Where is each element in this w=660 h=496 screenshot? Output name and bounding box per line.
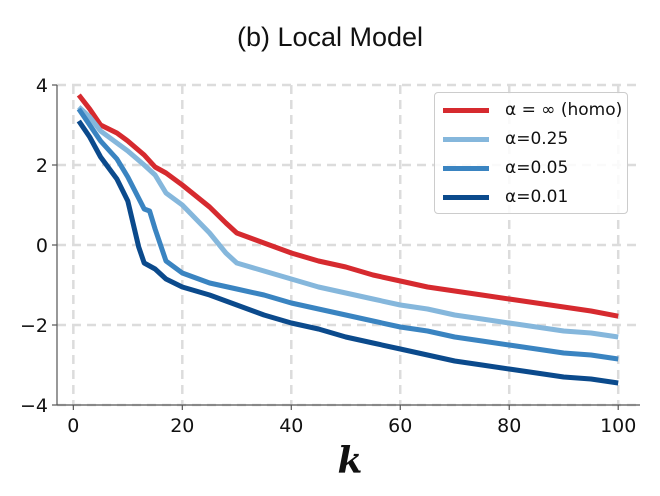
y-tick-label: −4: [20, 395, 48, 417]
x-tick-label: 40: [279, 415, 303, 437]
y-tick-label: 4: [36, 75, 48, 97]
legend-swatch: [443, 136, 489, 142]
x-axis-label: k: [337, 440, 363, 482]
x-tick-label: 80: [497, 415, 521, 437]
legend-label: α=0.25: [505, 129, 569, 149]
series-line-2: [76, 107, 619, 362]
legend-swatch: [443, 107, 489, 113]
legend-label: α=0.01: [505, 187, 569, 207]
y-tick-label: 0: [36, 235, 48, 257]
y-tick-label: 2: [36, 155, 48, 177]
legend: α = ∞ (homo) α=0.25 α=0.05 α=0.01: [434, 92, 628, 214]
legend-item: α = ∞ (homo): [443, 97, 622, 123]
legend-label: α = ∞ (homo): [505, 100, 623, 120]
legend-swatch: [443, 194, 489, 200]
series-line-1: [77, 105, 619, 340]
legend-label: α=0.05: [505, 158, 569, 178]
legend-swatch: [443, 165, 489, 171]
legend-item: α=0.25: [443, 126, 568, 152]
x-tick-label: 100: [600, 415, 636, 437]
chart-title: (b) Local Model: [236, 22, 424, 52]
legend-item: α=0.05: [443, 155, 568, 181]
legend-item: α=0.01: [443, 184, 568, 210]
x-tick-label: 60: [388, 415, 412, 437]
x-tick-label: 0: [67, 415, 79, 437]
y-tick-label: −2: [20, 315, 48, 337]
series-line-0: [76, 93, 619, 319]
x-tick-label: 20: [170, 415, 194, 437]
series-line-3: [76, 119, 619, 386]
